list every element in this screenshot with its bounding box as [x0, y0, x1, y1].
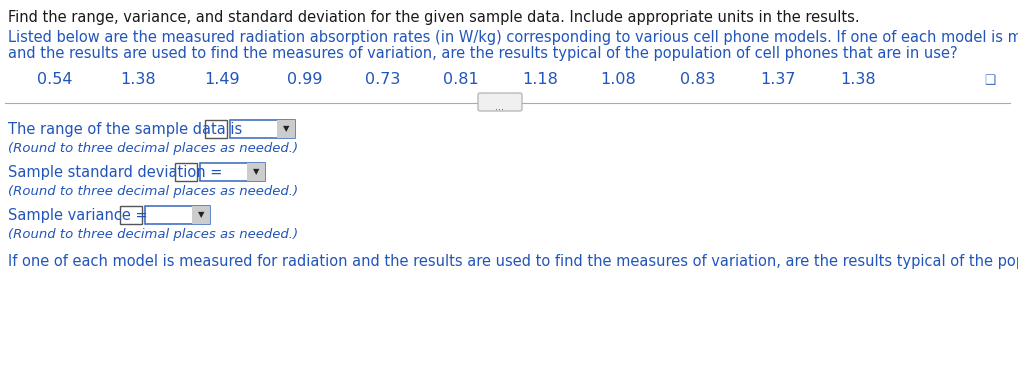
- Bar: [200, 163, 265, 181]
- Text: The range of the sample data is: The range of the sample data is: [8, 122, 242, 137]
- Bar: [230, 120, 295, 138]
- FancyBboxPatch shape: [478, 93, 522, 111]
- Text: Sample standard deviation =: Sample standard deviation =: [8, 165, 222, 180]
- Text: ❑: ❑: [984, 74, 996, 87]
- Text: 1.49: 1.49: [205, 72, 240, 87]
- Text: Sample variance =: Sample variance =: [8, 208, 148, 223]
- Text: If one of each model is measured for radiation and the results are used to find : If one of each model is measured for rad…: [8, 254, 1018, 269]
- Text: 0.83: 0.83: [680, 72, 716, 87]
- Text: (Round to three decimal places as needed.): (Round to three decimal places as needed…: [8, 228, 298, 241]
- Text: 0.81: 0.81: [443, 72, 478, 87]
- Text: ▼: ▼: [283, 124, 289, 134]
- Text: 0.73: 0.73: [365, 72, 401, 87]
- Text: ▼: ▼: [197, 211, 205, 219]
- Text: Listed below are the measured radiation absorption rates (in W/kg) corresponding: Listed below are the measured radiation …: [8, 30, 1018, 45]
- Bar: [192, 206, 210, 224]
- Bar: [120, 206, 142, 224]
- Text: and the results are used to find the measures of variation, are the results typi: and the results are used to find the mea…: [8, 46, 958, 61]
- Text: 1.38: 1.38: [840, 72, 875, 87]
- Text: 1.08: 1.08: [601, 72, 636, 87]
- Text: 1.18: 1.18: [522, 72, 558, 87]
- Text: 0.54: 0.54: [38, 72, 72, 87]
- Text: 1.37: 1.37: [760, 72, 796, 87]
- Bar: [145, 206, 210, 224]
- Bar: [205, 120, 227, 138]
- Text: 1.38: 1.38: [120, 72, 156, 87]
- Text: ▼: ▼: [252, 167, 260, 176]
- Bar: [175, 163, 197, 181]
- Bar: [277, 120, 295, 138]
- Text: 0.99: 0.99: [287, 72, 323, 87]
- Text: ...: ...: [496, 102, 505, 112]
- Bar: [247, 163, 265, 181]
- Text: (Round to three decimal places as needed.): (Round to three decimal places as needed…: [8, 185, 298, 198]
- Text: Find the range, variance, and standard deviation for the given sample data. Incl: Find the range, variance, and standard d…: [8, 10, 859, 25]
- Text: (Round to three decimal places as needed.): (Round to three decimal places as needed…: [8, 142, 298, 155]
